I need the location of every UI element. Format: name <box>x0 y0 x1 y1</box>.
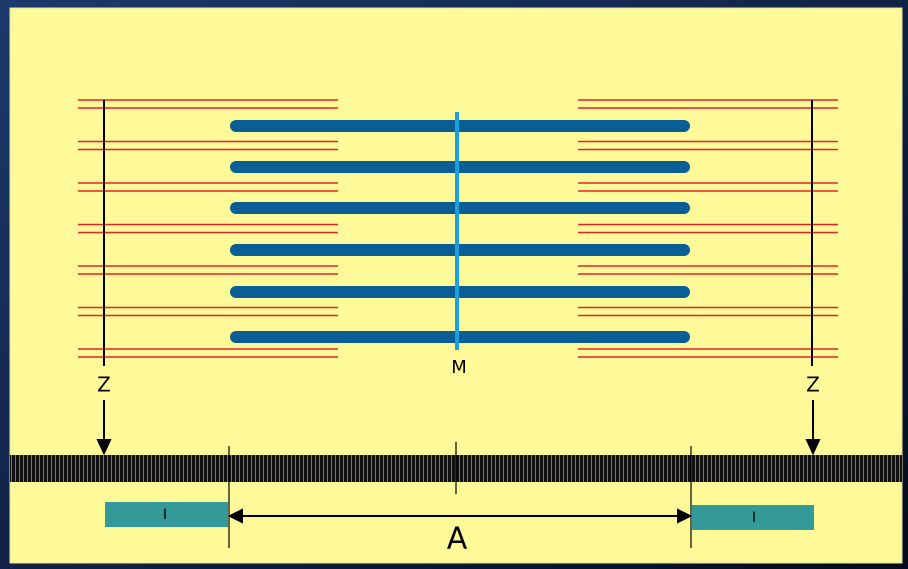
a-band-arrow <box>227 508 693 524</box>
i-band <box>692 505 814 530</box>
i-label: I <box>163 507 167 523</box>
band-markers <box>228 442 692 548</box>
z-arrows <box>96 400 821 456</box>
z-label: Z <box>97 373 111 397</box>
thin-filaments <box>78 99 838 358</box>
a-label: A <box>447 522 468 557</box>
m-label: M <box>451 357 467 378</box>
i-band <box>105 502 228 527</box>
z-label: Z <box>806 373 820 397</box>
thick-filaments <box>230 120 690 343</box>
i-label: I <box>752 510 756 526</box>
